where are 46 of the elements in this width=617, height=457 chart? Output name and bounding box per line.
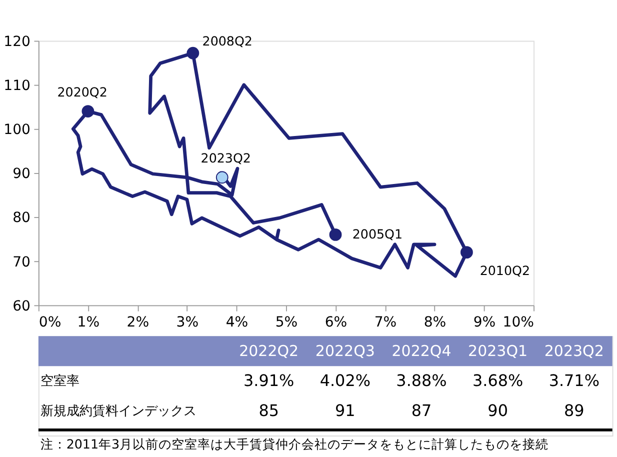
x-tick-label: 0% (38, 314, 62, 330)
y-tick-label: 60 (12, 298, 30, 314)
data-label: 90 (488, 400, 508, 420)
y-tick-label: 110 (4, 78, 30, 94)
y-tick-label: 120 (4, 34, 30, 50)
data-label: 85 (258, 400, 279, 420)
annotation: 2005Q1 (352, 226, 403, 242)
point (216, 171, 228, 184)
category-label: 2023Q1 (468, 342, 528, 360)
x-tick-label: 10% (502, 314, 534, 330)
data-label: 3.68% (472, 370, 524, 390)
data-label: 3.71% (548, 370, 600, 390)
point (329, 228, 342, 241)
data-label: 91 (335, 400, 356, 420)
point (82, 105, 94, 118)
x-tick-label: 3% (176, 314, 199, 330)
y-tick-label: 100 (4, 122, 30, 138)
x-tick-label: 4% (226, 314, 248, 330)
point (460, 246, 473, 259)
x-tick-label: 6% (324, 314, 348, 330)
text: 注：2011年3月以前の空室率は大手賃貸仲介会社のデータをもとに計算したものを接続 (40, 436, 549, 452)
x-tick-label: 1% (77, 314, 100, 330)
x-tick-label: 2% (126, 314, 150, 330)
data-label: 3.91% (244, 370, 294, 390)
category-label: 2022Q3 (315, 342, 375, 360)
point (186, 46, 200, 60)
y-tick-label: 80 (12, 210, 30, 226)
y-tick-label: 70 (12, 254, 30, 270)
data-label: 89 (564, 400, 584, 420)
text: 空室率 (40, 372, 80, 389)
x-tick-label: 5% (275, 314, 298, 330)
y-tick-label: 90 (12, 166, 30, 182)
category-label: 2023Q2 (544, 342, 604, 360)
text: 新規成約賃料インデックス (40, 404, 196, 419)
data-label: 4.02% (320, 370, 370, 390)
annotation: 2008Q2 (202, 34, 252, 49)
data-label: 3.88% (396, 370, 447, 390)
x-tick-label: 9% (473, 314, 496, 330)
data-label: 87 (411, 400, 432, 420)
annotation: 2023Q2 (200, 150, 251, 166)
annotation: 2010Q2 (480, 262, 530, 278)
category-label: 2022Q4 (392, 342, 452, 360)
category-label: 2022Q2 (239, 342, 299, 360)
annotation: 2020Q2 (57, 84, 108, 100)
x-tick-label: 7% (374, 314, 397, 330)
x-tick-label: 8% (424, 314, 446, 330)
